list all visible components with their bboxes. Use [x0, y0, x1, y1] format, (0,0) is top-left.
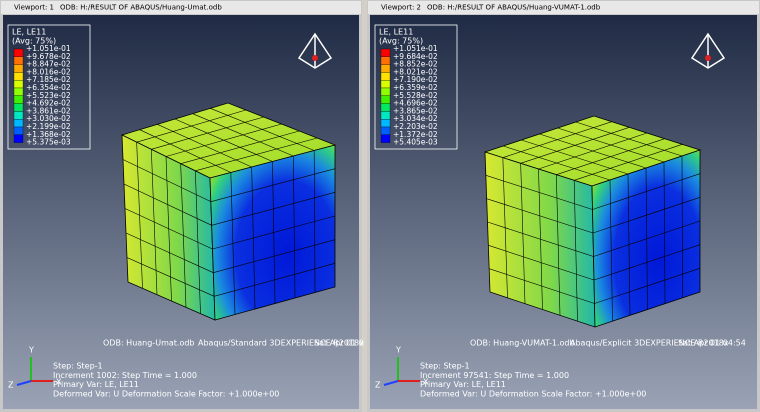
legend-swatch	[13, 119, 24, 128]
viewport-label: Viewport: 1	[14, 4, 54, 12]
legend-value: +8.847e-02	[26, 60, 71, 69]
legend-value: +3.865e-02	[393, 106, 438, 115]
info-step: Step: Step-1	[420, 362, 470, 371]
legend-swatch	[13, 103, 24, 112]
legend-swatch	[380, 126, 391, 135]
mesh-line	[489, 268, 595, 304]
legend-swatch	[380, 48, 391, 57]
legend-value: +6.359e-02	[393, 83, 438, 92]
legend-value: +6.354e-02	[26, 83, 71, 92]
legend-value: +1.051e-01	[26, 44, 71, 53]
legend-swatch	[380, 119, 391, 128]
triad-axis	[383, 380, 399, 386]
legend-swatch	[380, 103, 391, 112]
info-solver: Abaqus/Explicit 3DEXPERIENCE R2018x	[570, 339, 729, 348]
info-step: Step: Step-1	[53, 362, 103, 371]
legend-value: +1.368e-02	[26, 130, 71, 139]
info-deformed-var: Deformed Var: U Deformation Scale Factor…	[420, 389, 646, 398]
viewport-title-bar	[1, 1, 361, 14]
legend-value: +1.051e-01	[393, 44, 438, 53]
viewport-odb: ODB: H:/RESULT OF ABAQUS/Huang-VUMAT-1.o…	[427, 4, 601, 12]
info-increment: Increment 1002: Step Time = 1.000	[53, 371, 197, 380]
legend-value: +3.861e-02	[26, 106, 71, 115]
viewport-title-bar	[368, 1, 759, 14]
legend-swatch	[380, 134, 391, 143]
legend-swatch	[380, 95, 391, 104]
legend-value: +5.405e-03	[393, 138, 438, 147]
legend-value: +9.684e-02	[393, 52, 438, 61]
triad-label: Z	[375, 381, 381, 390]
legend-value: +9.678e-02	[26, 52, 71, 61]
triad-axis	[16, 380, 32, 386]
legend-title: LE, LE11	[12, 28, 46, 37]
legend-value: +3.034e-02	[393, 114, 438, 123]
legend-swatch	[13, 56, 24, 65]
legend-value: +8.016e-02	[26, 67, 71, 76]
mesh-line	[574, 144, 683, 181]
legend-box	[7, 24, 91, 150]
legend-swatch	[13, 80, 24, 89]
info-date: Sat Apr 01 0	[314, 339, 364, 348]
legend-value: +7.185e-02	[26, 75, 71, 84]
legend-value: +8.852e-02	[393, 60, 438, 69]
legend-swatch	[380, 80, 391, 89]
legend-subtitle: (Avg: 75%)	[379, 37, 423, 46]
legend-swatch	[13, 111, 24, 120]
legend-swatch	[380, 64, 391, 73]
legend-value: +4.696e-02	[393, 99, 438, 108]
triad-label: X	[56, 378, 62, 387]
info-increment: Increment 97541: Step Time = 1.000	[420, 371, 569, 380]
mesh-line	[594, 268, 701, 304]
legend-box	[374, 24, 458, 150]
triad-label: Y	[395, 346, 401, 355]
mesh-line	[126, 257, 215, 297]
triad-label: X	[423, 378, 429, 387]
mesh-line	[195, 137, 318, 172]
info-odb: ODB: Huang-Umat.odb	[103, 339, 195, 348]
triad-label: Z	[8, 381, 14, 390]
legend-value: +3.030e-02	[26, 114, 71, 123]
legend-value: +1.372e-02	[393, 130, 438, 139]
legend-swatch	[380, 72, 391, 81]
info-primary-var: Primary Var: LE, LE11	[420, 380, 506, 389]
legend-swatch	[13, 126, 24, 135]
legend-swatch	[380, 111, 391, 120]
legend-swatch	[380, 56, 391, 65]
mesh-line	[214, 263, 336, 297]
info-odb: ODB: Huang-VUMAT-1.odb	[470, 339, 575, 348]
legend-value: +5.375e-03	[26, 138, 71, 147]
legend-value: +5.523e-02	[26, 91, 71, 100]
info-date: Sat Apr 01 04:54	[678, 339, 746, 348]
legend-value: +5.528e-02	[393, 91, 438, 100]
legend-value: +2.199e-02	[26, 122, 71, 131]
info-primary-var: Primary Var: LE, LE11	[53, 380, 139, 389]
legend-value: +2.203e-02	[393, 122, 438, 131]
info-deformed-var: Deformed Var: U Deformation Scale Factor…	[53, 389, 279, 398]
legend-swatch	[380, 87, 391, 96]
legend-swatch	[13, 64, 24, 73]
triad-label: Y	[28, 346, 34, 355]
legend-value: +8.021e-02	[393, 67, 438, 76]
legend-subtitle: (Avg: 75%)	[12, 37, 56, 46]
legend-swatch	[13, 48, 24, 57]
legend-swatch	[13, 87, 24, 96]
viewport-label: Viewport: 2	[381, 4, 421, 12]
info-solver: Abaqus/Standard 3DEXPERIENCE R2018x	[198, 339, 364, 348]
legend-value: +4.692e-02	[26, 99, 71, 108]
view-compass	[312, 55, 318, 61]
legend-value: +7.190e-02	[393, 75, 438, 84]
legend-swatch	[13, 95, 24, 104]
legend-title: LE, LE11	[379, 28, 413, 37]
viewport: Viewport: 2 ODB: H:/RESULT OF ABAQUS/Huan…	[367, 0, 760, 412]
view-compass	[705, 55, 711, 61]
legend-swatch	[13, 72, 24, 81]
viewport: Viewport: 1 ODB: H:/RESULT OF ABAQUS/Huan…	[0, 0, 364, 412]
legend-swatch	[13, 134, 24, 143]
viewport-odb: ODB: H:/RESULT OF ABAQUS/Huang-Umat.odb	[60, 4, 222, 12]
